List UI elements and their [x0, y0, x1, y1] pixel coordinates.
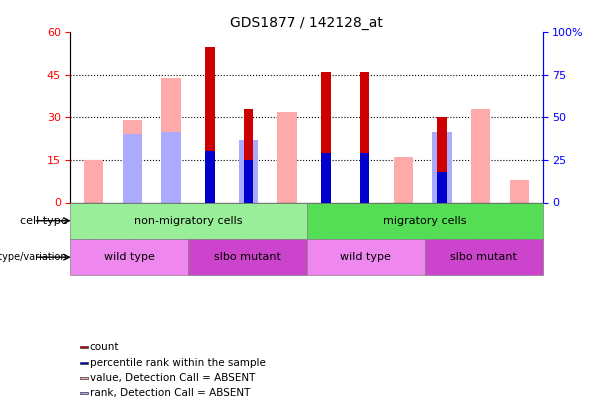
Text: wild type: wild type [104, 252, 155, 262]
Bar [161, 132, 181, 202]
Title: GDS1877 / 142128_at: GDS1877 / 142128_at [230, 16, 383, 30]
Text: cell type: cell type [20, 216, 67, 226]
Bar [360, 153, 370, 202]
Bar [437, 117, 447, 202]
Bar [205, 151, 215, 202]
Bar [80, 362, 88, 364]
Text: count: count [90, 342, 120, 352]
Text: wild type: wild type [340, 252, 391, 262]
Bar [437, 172, 447, 202]
Bar [306, 202, 543, 239]
Text: slbo mutant: slbo mutant [214, 252, 281, 262]
Bar [360, 72, 370, 202]
Bar [161, 78, 181, 202]
Bar [321, 72, 330, 202]
Bar [123, 120, 142, 202]
Text: genotype/variation: genotype/variation [0, 252, 67, 262]
Text: percentile rank within the sample: percentile rank within the sample [90, 358, 265, 368]
Bar [189, 239, 306, 275]
Bar [239, 140, 258, 202]
Text: value, Detection Call = ABSENT: value, Detection Call = ABSENT [90, 373, 255, 383]
Bar [509, 180, 529, 202]
Text: migratory cells: migratory cells [383, 216, 466, 226]
Bar [243, 160, 253, 202]
Bar [321, 153, 330, 202]
Bar [243, 109, 253, 202]
Bar [205, 47, 215, 202]
Bar [471, 109, 490, 202]
Bar [70, 202, 306, 239]
Text: slbo mutant: slbo mutant [450, 252, 517, 262]
Bar [80, 377, 88, 379]
Bar [278, 112, 297, 202]
Bar [70, 239, 189, 275]
Bar [306, 239, 424, 275]
Bar [80, 392, 88, 394]
Bar [80, 346, 88, 348]
Bar [424, 239, 543, 275]
Text: non-migratory cells: non-migratory cells [134, 216, 243, 226]
Text: rank, Detection Call = ABSENT: rank, Detection Call = ABSENT [90, 388, 250, 398]
Bar [394, 157, 413, 202]
Bar [84, 160, 104, 202]
Bar [432, 132, 452, 202]
Bar [123, 134, 142, 202]
